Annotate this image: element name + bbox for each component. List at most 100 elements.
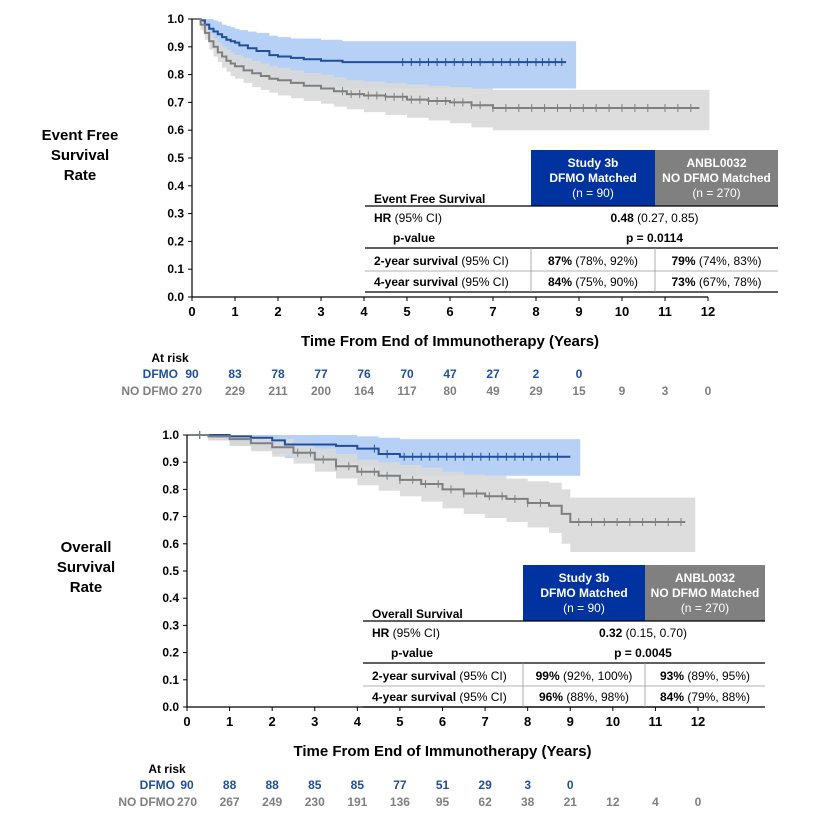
x-tick-label: 10 (615, 304, 629, 319)
at-risk-count: 15 (572, 384, 586, 398)
x-tick-label: 5 (403, 304, 410, 319)
at-risk-count: 230 (305, 795, 325, 809)
x-tick-label: 9 (567, 714, 574, 729)
y-tick-label: 0.6 (167, 123, 184, 137)
table-p-label: p-value (393, 231, 435, 245)
table-p-label: p-value (391, 646, 433, 660)
at-risk-count: 136 (390, 795, 410, 809)
x-axis-label: Time From End of Immunotherapy (Years) (293, 743, 591, 760)
at-risk-row-label: NO DFMO (118, 795, 175, 809)
at-risk-count: 249 (262, 795, 282, 809)
x-tick-label: 4 (354, 714, 362, 729)
at-risk-count: 70 (400, 367, 414, 381)
table-header-no-dfmo-text: (n = 270) (681, 601, 729, 615)
table-header-dfmo-text: Study 3b (568, 156, 619, 170)
at-risk-count: 27 (486, 367, 500, 381)
x-tick-label: 3 (317, 304, 324, 319)
table-header-no-dfmo-text: (n = 270) (692, 186, 740, 200)
at-risk-count: 83 (228, 367, 242, 381)
at-risk-count: 0 (567, 778, 574, 792)
at-risk-count: 77 (314, 367, 328, 381)
at-risk-count: 78 (271, 367, 285, 381)
y-tick-label: 1.0 (167, 12, 184, 26)
x-tick-label: 8 (524, 714, 531, 729)
table-p-value: p = 0.0045 (614, 646, 672, 660)
table-no-dfmo-value: 93% (89%, 95%) (660, 669, 750, 683)
table-no-dfmo-value: 79% (74%, 83%) (671, 254, 761, 268)
table-dfmo-value: 96% (88%, 98%) (539, 690, 629, 704)
y-tick-label: 0.1 (167, 262, 184, 276)
at-risk-count: 2 (533, 367, 540, 381)
table-header-dfmo (523, 565, 645, 621)
table-header-dfmo-text: DFMO Matched (549, 171, 636, 185)
y-tick-label: 0.9 (162, 455, 179, 469)
at-risk-count: 164 (354, 384, 374, 398)
survival-line-dfmo (187, 434, 571, 458)
table-hr-ci: (95% CI) (395, 211, 442, 225)
y-tick-label: 0.5 (162, 564, 179, 578)
table-header-no-dfmo (645, 565, 765, 621)
at-risk-count: 191 (347, 795, 367, 809)
table-row-label: 2-year survival (95% CI) (374, 254, 509, 268)
table-no-dfmo-range: (74%, 83%) (699, 254, 762, 268)
x-tick-label: 7 (481, 714, 488, 729)
at-risk-count: 229 (225, 384, 245, 398)
at-risk-count: 12 (606, 795, 620, 809)
at-risk-count: 267 (220, 795, 240, 809)
y-tick-label: 0.7 (167, 95, 184, 109)
at-risk-count: 77 (393, 778, 407, 792)
y-axis-label: Survival (51, 147, 109, 164)
table-hr-ci: (95% CI) (393, 626, 440, 640)
at-risk-count: 29 (478, 778, 492, 792)
y-tick-label: 0.0 (162, 700, 179, 714)
y-tick-label: 0.3 (162, 618, 179, 632)
table-row-label: 4-year survival (95% CI) (374, 275, 509, 289)
at-risk-row-label: NO DFMO (121, 384, 178, 398)
y-tick-label: 0.8 (162, 482, 179, 496)
y-tick-label: 0.2 (167, 234, 184, 248)
at-risk-count: 80 (443, 384, 457, 398)
table-dfmo-range: (75%, 90%) (575, 275, 638, 289)
table-dfmo-value: 99% (92%, 100%) (536, 669, 633, 683)
y-tick-label: 0.1 (162, 673, 179, 687)
table-hr-label: HR (95% CI) (372, 626, 440, 640)
table-dfmo-range: (92%, 100%) (563, 669, 632, 683)
x-tick-label: 1 (226, 714, 233, 729)
table-section-label: Overall Survival (372, 607, 463, 621)
table-no-dfmo-value: 84% (79%, 88%) (660, 690, 750, 704)
y-tick-label: 0.9 (167, 40, 184, 54)
y-tick-label: 0.3 (167, 207, 184, 221)
x-tick-label: 10 (606, 714, 620, 729)
x-tick-label: 11 (658, 304, 672, 319)
x-tick-label: 0 (188, 304, 195, 319)
at-risk-count: 270 (177, 795, 197, 809)
at-risk-count: 76 (357, 367, 371, 381)
y-axis-label: Event Free (42, 127, 119, 144)
table-hr-range: (0.27, 0.85) (637, 211, 698, 225)
table-hr-label: HR (95% CI) (374, 211, 442, 225)
x-tick-label: 2 (274, 304, 281, 319)
table-row-ci: (95% CI) (461, 254, 508, 268)
y-tick-label: 0.2 (162, 646, 179, 660)
y-tick-label: 1.0 (162, 428, 179, 442)
at-risk-count: 3 (524, 778, 531, 792)
at-risk-row-label: DFMO (140, 778, 175, 792)
y-tick-label: 0.4 (167, 179, 184, 193)
y-axis-label: Overall (61, 539, 112, 556)
at-risk-count: 29 (529, 384, 543, 398)
at-risk-count: 9 (619, 384, 626, 398)
panel-overall: 0.00.10.20.30.40.50.60.70.80.91.00 1 2 3 4 5 6… (57, 428, 765, 809)
table-row-ci: (95% CI) (459, 690, 506, 704)
at-risk-count: 47 (443, 367, 457, 381)
at-risk-count: 0 (576, 367, 583, 381)
table-hr-value: 0.48 (0.27, 0.85) (610, 211, 698, 225)
table-dfmo-value: 84% (75%, 90%) (548, 275, 638, 289)
at-risk-row-label: DFMO (143, 367, 178, 381)
at-risk-count: 88 (223, 778, 237, 792)
y-tick-label: 0.7 (162, 510, 179, 524)
y-axis-label: Rate (70, 579, 103, 596)
at-risk-count: 51 (436, 778, 450, 792)
x-tick-label: 5 (396, 714, 403, 729)
at-risk-count: 49 (486, 384, 500, 398)
